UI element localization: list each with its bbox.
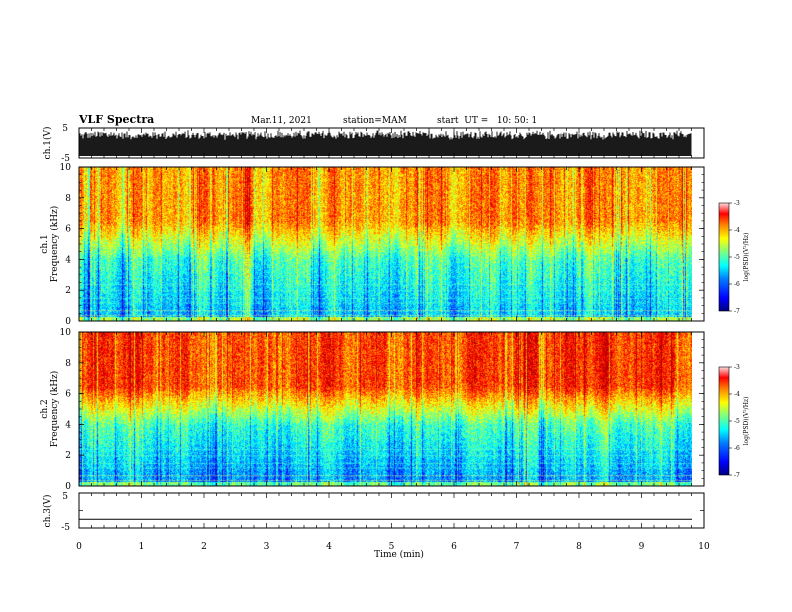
colorbar-tick-label: -6 — [734, 281, 740, 288]
frequency-tick-label: 6 — [65, 225, 71, 235]
ch1-spectrogram-ylabel-channel: ch.1 — [40, 234, 50, 253]
ch2-spectrogram-panel: 0 2 4 6 8 10 ch.2 Frequency (kHz) — [40, 328, 705, 492]
ch1-ytick-bottom: -5 — [61, 154, 70, 164]
time-tick-label: 2 — [201, 542, 207, 552]
time-tick-label: 7 — [514, 542, 520, 552]
ch1-colorbar-scale — [718, 202, 730, 312]
ch1-waveform-trace — [79, 130, 692, 156]
ch1-spectrogram-yticks: 0 2 4 6 8 10 — [60, 163, 704, 327]
time-tick-label: 9 — [639, 542, 645, 552]
frequency-tick-label: 0 — [65, 317, 71, 327]
ch3-waveform-ylabel: ch.3(V) — [42, 495, 53, 528]
colorbar-tick-label: -3 — [734, 364, 740, 371]
ch3-waveform-frame — [78, 492, 705, 529]
ch2-spectrogram-ylabel-frequency: Frequency (kHz) — [49, 371, 60, 448]
header-station: station=MAM — [343, 116, 407, 126]
colorbar-tick-label: -4 — [734, 227, 740, 234]
ch1-colorbar-ticks: -3 -4 -5 -6 -7 — [729, 200, 740, 315]
time-tick-label: 5 — [389, 542, 395, 552]
time-tick-label: 4 — [326, 542, 332, 552]
frequency-tick-label: 0 — [65, 482, 71, 492]
colorbar-tick-label: -6 — [734, 445, 740, 452]
colorbar-tick-label: -5 — [734, 254, 740, 261]
ch1-waveform-ylabel: ch.1(V) — [42, 127, 53, 160]
ch3-waveform-panel: 5 -5 ch.3(V) — [42, 492, 705, 533]
frequency-tick-label: 4 — [65, 255, 71, 265]
frequency-tick-label: 2 — [65, 286, 71, 296]
ch1-spectrogram-panel: 0 2 4 6 8 10 ch.1 Frequency (kHz) — [40, 163, 705, 327]
ch2-colorbar-ticks: -3 -4 -5 -6 -7 — [729, 364, 740, 479]
ch2-colorbar-label: log(PSD)(V²/Hz) — [743, 397, 750, 446]
frequency-tick-label: 8 — [65, 359, 71, 369]
ch1-ytick-top: 5 — [62, 124, 68, 134]
time-tick-label: 1 — [139, 542, 145, 552]
frequency-tick-label: 8 — [65, 194, 71, 204]
frequency-tick-label: 6 — [65, 390, 71, 400]
time-tick-label: 6 — [451, 542, 457, 552]
time-tick-label: 8 — [576, 542, 582, 552]
ch1-colorbar-label: log(PSD)(V²/Hz) — [743, 233, 750, 282]
colorbar-tick-label: -3 — [734, 200, 740, 207]
colorbar-tick-label: -7 — [734, 472, 740, 479]
colorbar-tick-label: -7 — [734, 308, 740, 315]
frequency-tick-label: 10 — [60, 328, 72, 338]
time-axis-label: Time (min) — [374, 549, 424, 560]
time-axis-tick-labels: 0 1 2 3 4 5 6 7 8 9 10 — [76, 542, 710, 552]
ch1-waveform-signal — [79, 130, 692, 156]
ch2-spectrogram-yticks: 0 2 4 6 8 10 — [60, 328, 704, 492]
frequency-tick-label: 2 — [65, 451, 71, 461]
colorbar-tick-label: -4 — [734, 391, 740, 398]
frequency-tick-label: 10 — [60, 163, 72, 173]
header-start-time: start UT = 10: 50: 1 — [437, 116, 537, 126]
time-tick-label: 3 — [264, 542, 270, 552]
ch2-spectrogram-ylabel-channel: ch.2 — [40, 399, 50, 418]
ch2-spectrogram-image — [79, 332, 692, 486]
ch1-spectrogram-image — [79, 167, 692, 321]
ch2-colorbar-scale — [718, 366, 730, 476]
colorbar-tick-label: -5 — [734, 418, 740, 425]
figure-title: VLF Spectra — [78, 113, 154, 126]
ch1-spectrogram-ylabel-frequency: Frequency (kHz) — [49, 206, 60, 283]
ch3-ytick-bottom: -5 — [61, 523, 70, 533]
ch3-ytick-top: 5 — [62, 492, 68, 502]
frequency-tick-label: 4 — [65, 420, 71, 430]
ch2-colorbar: -3 -4 -5 -6 -7 log(PSD)(V²/Hz) — [718, 364, 750, 479]
time-tick-marks — [78, 128, 705, 528]
time-tick-label: 10 — [698, 542, 710, 552]
header-date: Mar.11, 2021 — [251, 116, 312, 126]
time-tick-label: 0 — [76, 542, 82, 552]
ch1-colorbar: -3 -4 -5 -6 -7 log(PSD)(V²/Hz) — [718, 200, 750, 315]
